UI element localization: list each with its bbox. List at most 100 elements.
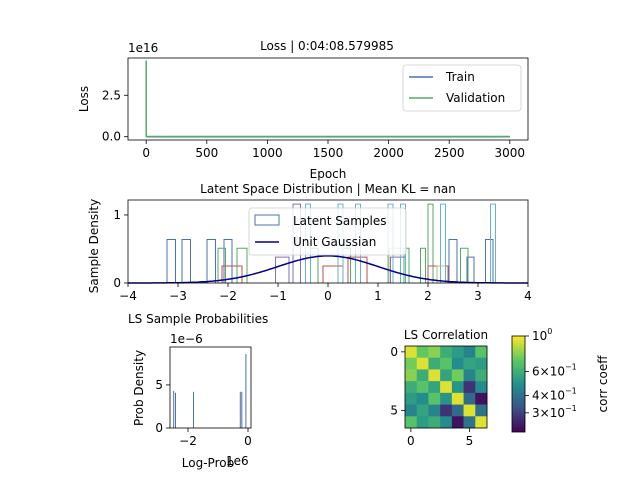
latent-hist-bin bbox=[490, 203, 496, 283]
latent-hist-bin bbox=[460, 247, 469, 283]
latent-xtick-label: −2 bbox=[219, 289, 237, 303]
correlation-plot-frame bbox=[404, 345, 488, 429]
latent-hist-bin bbox=[448, 239, 458, 283]
latent-hist-bin bbox=[403, 247, 410, 283]
latent-xtick-label: −4 bbox=[119, 289, 137, 303]
colorbar-tick-label: 6×10−1 bbox=[532, 363, 577, 379]
correlation-cell bbox=[451, 416, 464, 429]
probabilities-x-offset-text: 1e6 bbox=[226, 454, 249, 468]
correlation-cell bbox=[416, 404, 429, 417]
correlation-xtick-label: 0 bbox=[407, 434, 415, 448]
probabilities-offset-text: 1e−6 bbox=[170, 332, 203, 346]
latent-xtick-label: 1 bbox=[374, 289, 382, 303]
correlation-ytick-label: 0 bbox=[390, 345, 398, 359]
correlation-cell bbox=[440, 392, 453, 405]
latent-chart: Latent Space Distribution | Mean KL = na… bbox=[87, 182, 532, 303]
correlation-cell bbox=[416, 381, 429, 394]
correlation-cell bbox=[428, 416, 441, 429]
loss-xtick-label: 0 bbox=[142, 146, 150, 160]
latent-xtick-label: 2 bbox=[424, 289, 432, 303]
probabilities-xtick-label: −2 bbox=[179, 434, 197, 448]
loss-ytick-label: 2.5 bbox=[102, 88, 121, 102]
latent-hist-bin bbox=[223, 239, 233, 283]
probabilities-plot-frame bbox=[169, 346, 252, 429]
correlation-cell bbox=[405, 416, 418, 429]
correlation-cell bbox=[451, 369, 464, 382]
correlation-cell bbox=[405, 392, 418, 405]
probabilities-xlabel: Log-Prob bbox=[182, 456, 234, 470]
colorbar-tick-label: 4×10−1 bbox=[532, 387, 577, 403]
latent-plot-frame bbox=[127, 199, 529, 284]
probabilities-bar bbox=[239, 391, 241, 428]
latent-hist-bin bbox=[166, 239, 176, 283]
correlation-cell bbox=[440, 416, 453, 429]
correlation-cell bbox=[405, 369, 418, 382]
correlation-cell bbox=[405, 357, 418, 370]
loss-xtick-label: 500 bbox=[195, 146, 218, 160]
correlation-cell bbox=[451, 357, 464, 370]
loss-legend: Train Validation bbox=[402, 64, 522, 112]
probabilities-ylabel: Prob Density bbox=[132, 350, 146, 426]
loss-xtick-label: 1500 bbox=[313, 146, 344, 160]
latent-legend: Latent Samples Unit Gaussian bbox=[248, 207, 407, 256]
correlation-cell bbox=[405, 381, 418, 394]
legend-unit-gaussian-label: Unit Gaussian bbox=[293, 235, 376, 249]
probabilities-bar bbox=[241, 391, 243, 428]
probabilities-chart-title: LS Sample Probabilities bbox=[128, 312, 268, 326]
correlation-cell bbox=[463, 369, 476, 382]
correlation-cell bbox=[440, 369, 453, 382]
correlation-ytick-label: 5 bbox=[390, 403, 398, 417]
correlation-cell bbox=[451, 404, 464, 417]
correlation-xtick-label: 5 bbox=[466, 434, 474, 448]
probabilities-bar bbox=[245, 353, 247, 428]
latent-xtick-label: 4 bbox=[524, 289, 532, 303]
correlation-cell bbox=[451, 392, 464, 405]
correlation-cell bbox=[475, 416, 488, 429]
correlation-cell bbox=[451, 346, 464, 359]
latent-xtick-label: −1 bbox=[269, 289, 287, 303]
correlation-cell bbox=[475, 381, 488, 394]
latent-xtick-label: 0 bbox=[324, 289, 332, 303]
latent-chart-title: Latent Space Distribution | Mean KL = na… bbox=[200, 182, 456, 196]
latent-hist-bin bbox=[347, 256, 368, 283]
correlation-chart: LS Correlation 0 5 0 5 100 6×10−1 4×10−13×10−… bbox=[390, 327, 610, 448]
latent-ytick-label: 1 bbox=[113, 208, 121, 222]
loss-xtick-label: 3000 bbox=[495, 146, 526, 160]
correlation-cell bbox=[475, 369, 488, 382]
correlation-cell bbox=[416, 392, 429, 405]
correlation-cell bbox=[463, 392, 476, 405]
latent-ytick-label: 0 bbox=[113, 276, 121, 290]
colorbar bbox=[511, 335, 526, 433]
latent-xtick-label: 3 bbox=[474, 289, 482, 303]
legend-validation-label: Validation bbox=[446, 91, 505, 105]
latent-legend-box bbox=[248, 207, 407, 256]
probabilities-bar bbox=[173, 390, 175, 428]
probabilities-bar bbox=[193, 391, 194, 428]
correlation-cell bbox=[463, 404, 476, 417]
correlation-cell bbox=[416, 416, 429, 429]
correlation-cell bbox=[475, 392, 488, 405]
correlation-cell bbox=[416, 346, 429, 359]
legend-latent-samples-label: Latent Samples bbox=[293, 214, 387, 228]
correlation-cell bbox=[428, 357, 441, 370]
probabilities-ytick-label: 5 bbox=[155, 378, 163, 392]
loss-chart-title: Loss | 0:04:08.579985 bbox=[260, 39, 394, 53]
correlation-cell bbox=[451, 381, 464, 394]
loss-xtick-label: 2500 bbox=[434, 146, 465, 160]
loss-chart: Loss | 0:04:08.579985 1e16 Loss Epoch 0 5… bbox=[77, 39, 529, 181]
latent-hist-bin bbox=[427, 203, 434, 283]
loss-xtick-label: 1000 bbox=[252, 146, 283, 160]
probabilities-ytick-label: 0 bbox=[155, 421, 163, 435]
colorbar-tick-label: 3×10−1 bbox=[532, 404, 577, 420]
correlation-cell bbox=[428, 346, 441, 359]
correlation-cell bbox=[428, 369, 441, 382]
correlation-cell bbox=[475, 404, 488, 417]
correlation-cell bbox=[416, 369, 429, 382]
latent-hist-bin bbox=[466, 256, 475, 283]
correlation-cell bbox=[440, 404, 453, 417]
correlation-cell bbox=[405, 404, 418, 417]
unit-gaussian-curve bbox=[128, 255, 528, 284]
correlation-cell bbox=[463, 381, 476, 394]
correlation-cell bbox=[463, 346, 476, 359]
